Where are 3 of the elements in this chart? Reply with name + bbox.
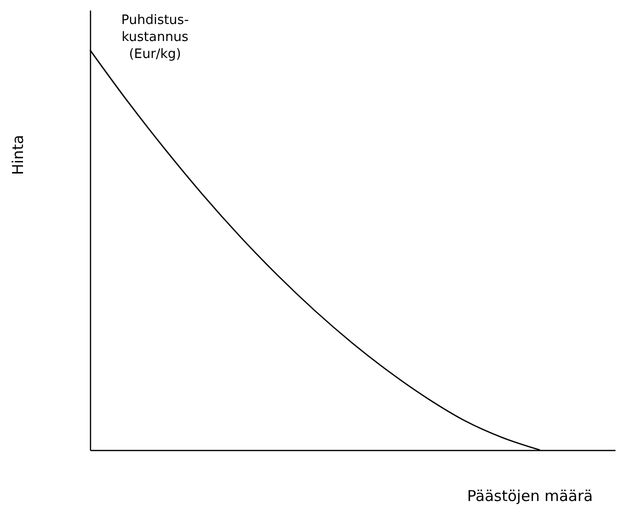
series-label: Puhdistus- kustannus (Eur/kg) xyxy=(121,13,190,62)
y-axis-title: Hinta xyxy=(9,134,27,176)
x-axis-title: Päästöjen määrä xyxy=(467,487,593,505)
